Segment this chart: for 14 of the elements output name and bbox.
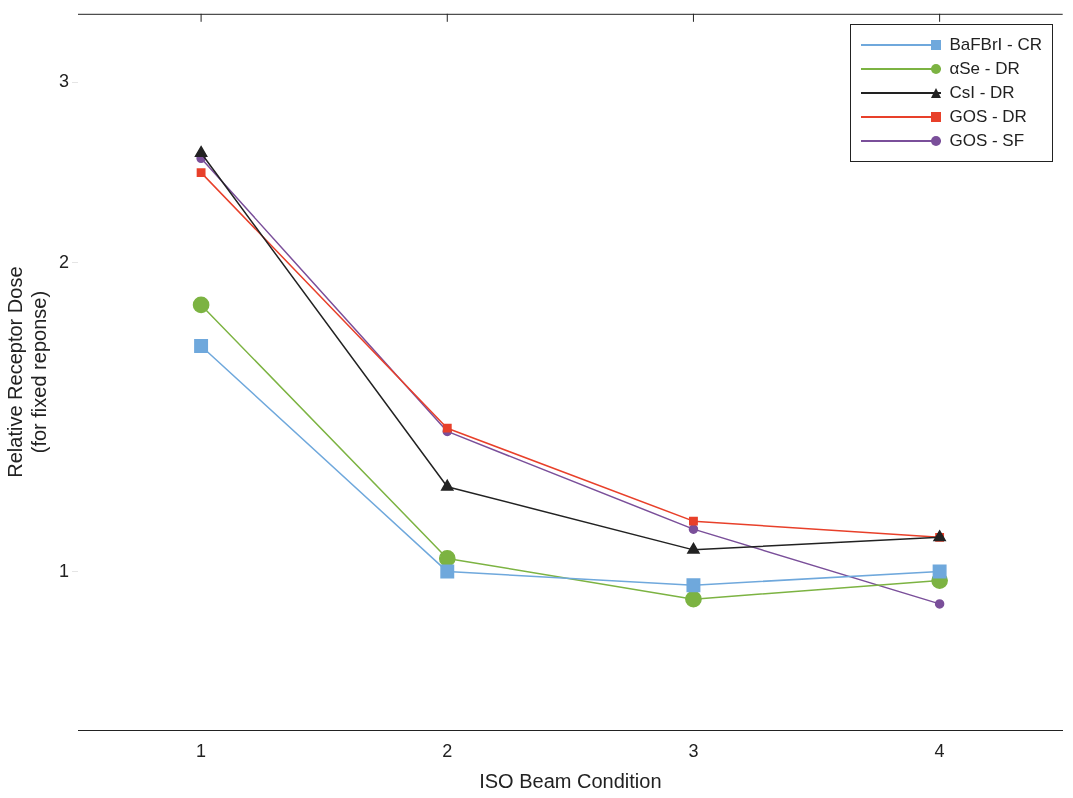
x-tick-label: 1 [196, 741, 207, 762]
legend-label: GOS - DR [949, 107, 1027, 127]
y-tick-label: 2 [59, 251, 70, 272]
y-tick-label: 3 [59, 71, 70, 92]
legend-label: CsI - DR [949, 83, 1015, 103]
x-tick-label: 4 [934, 741, 945, 762]
legend-label: BaFBrI - CR [949, 35, 1042, 55]
legend-label: GOS - SF [949, 131, 1025, 151]
x-tick-label: 3 [688, 741, 699, 762]
legend-label: αSe - DR [949, 59, 1020, 79]
y-axis-title: Relative Receptor Dose (for fixed reponse) [3, 266, 50, 478]
x-axis-title: ISO Beam Condition [479, 769, 662, 792]
x-tick-label: 2 [442, 741, 453, 762]
y-tick-label: 1 [59, 560, 70, 581]
